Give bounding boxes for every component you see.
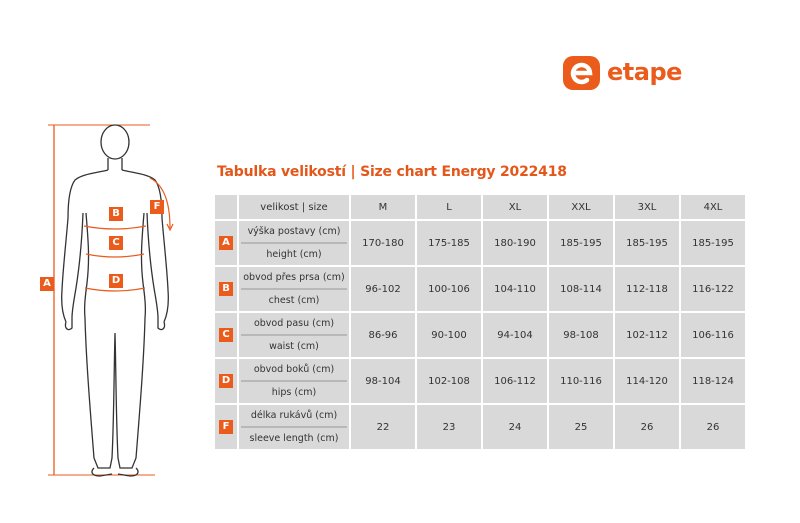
table-row: C obvod pasu (cm) waist (cm) 86-96 90-10… [215,313,745,357]
row-label-en: sleeve length (cm) [249,433,339,444]
marker-f: F [150,200,164,214]
row-label-en: chest (cm) [268,295,320,306]
table-cell: 185-195 [681,221,745,265]
row-marker: A [219,236,233,250]
table-cell: 170-180 [351,221,415,265]
body-outline [48,124,174,477]
table-cell: 98-104 [351,359,415,403]
table-cell: 180-190 [483,221,547,265]
row-label-cz: obvod přes prsa (cm) [241,267,347,290]
table-cell: 118-124 [681,359,745,403]
table-row: A výška postavy (cm) height (cm) 170-180… [215,221,745,265]
table-row: F délka rukávů (cm) sleeve length (cm) 2… [215,405,745,449]
row-label: obvod pasu (cm) waist (cm) [239,313,349,357]
body-measurement-figure: A B C D F [30,118,200,488]
table-cell: 96-102 [351,267,415,311]
table-row: B obvod přes prsa (cm) chest (cm) 96-102… [215,267,745,311]
table-cell: 25 [549,405,613,449]
row-label-cz: délka rukávů (cm) [241,405,347,428]
table-cell: 106-116 [681,313,745,357]
row-label-en: height (cm) [266,249,322,260]
table-row: D obvod boků (cm) hips (cm) 98-104 102-1… [215,359,745,403]
row-marker: D [219,374,233,388]
table-cell: 102-112 [615,313,679,357]
row-marker: F [219,420,233,434]
table-cell: 26 [681,405,745,449]
marker-c: C [109,236,123,250]
row-marker: B [219,282,233,296]
table-cell: 114-120 [615,359,679,403]
table-cell: 110-116 [549,359,613,403]
table-cell: 116-122 [681,267,745,311]
size-header: XL [483,195,547,219]
size-table: velikost | size M L XL XXL 3XL 4XL A výš… [213,193,747,451]
row-label: výška postavy (cm) height (cm) [239,221,349,265]
table-cell: 24 [483,405,547,449]
row-label-cz: obvod pasu (cm) [241,313,347,336]
header-label: velikost | size [239,195,349,219]
marker-b: B [109,207,123,221]
row-label-cz: obvod boků (cm) [241,359,347,382]
etape-logo: etape [563,56,708,90]
marker-a: A [40,277,54,291]
table-cell: 26 [615,405,679,449]
marker-d: D [109,274,123,288]
row-label: obvod boků (cm) hips (cm) [239,359,349,403]
table-cell: 102-108 [417,359,481,403]
table-cell: 106-112 [483,359,547,403]
table-cell: 90-100 [417,313,481,357]
table-cell: 104-110 [483,267,547,311]
size-header: 4XL [681,195,745,219]
table-cell: 112-118 [615,267,679,311]
row-label-cz: výška postavy (cm) [241,221,347,244]
header-marker-cell [215,195,237,219]
etape-logo-mark-icon [563,56,600,90]
table-cell: 22 [351,405,415,449]
row-label-en: hips (cm) [271,387,317,398]
table-cell: 98-108 [549,313,613,357]
table-cell: 86-96 [351,313,415,357]
size-header: M [351,195,415,219]
table-cell: 23 [417,405,481,449]
brand-name: etape [607,58,682,86]
page-title: Tabulka velikostí | Size chart Energy 20… [217,164,567,180]
table-cell: 100-106 [417,267,481,311]
row-label: obvod přes prsa (cm) chest (cm) [239,267,349,311]
table-cell: 185-195 [549,221,613,265]
row-marker: C [219,328,233,342]
size-header: L [417,195,481,219]
size-header: 3XL [615,195,679,219]
table-cell: 108-114 [549,267,613,311]
table-cell: 94-104 [483,313,547,357]
table-cell: 175-185 [417,221,481,265]
row-label: délka rukávů (cm) sleeve length (cm) [239,405,349,449]
table-header-row: velikost | size M L XL XXL 3XL 4XL [215,195,745,219]
row-label-en: waist (cm) [269,341,319,352]
size-header: XXL [549,195,613,219]
table-cell: 185-195 [615,221,679,265]
